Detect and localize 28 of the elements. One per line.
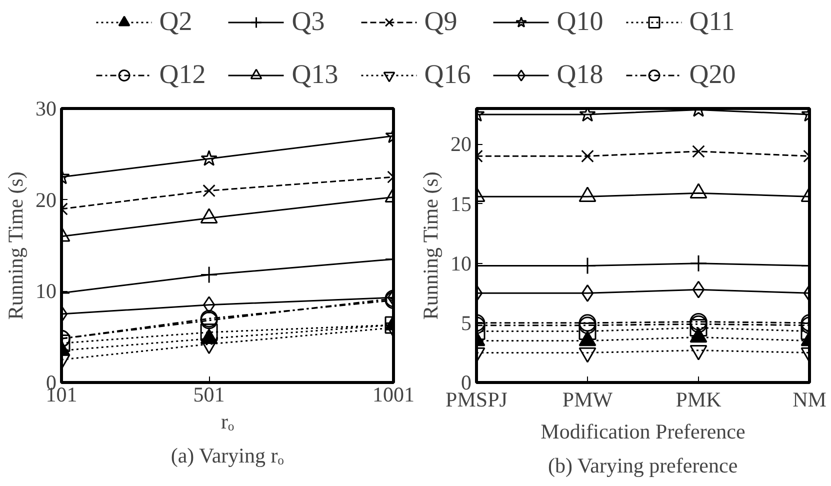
y-tick-label: 15 [450,192,472,216]
legend-label: Q3 [292,6,325,37]
y-tick-label: 10 [450,251,472,276]
x-tick-label: PMK [676,388,722,412]
legend-label: Q18 [556,59,604,90]
legend-label: Q9 [424,6,458,37]
legend-label: Q10 [556,6,604,37]
text: (a) Varying rₒ [170,444,284,468]
x-tick-label: 501 [193,382,225,406]
legend-label: Q11 [689,6,735,37]
legend-label: Q2 [159,6,192,37]
y-tick-label: 20 [450,132,472,156]
y-axis-title: Running Time (s) [418,172,442,320]
y-tick-label: 5 [461,310,472,335]
y-tick-label: 30 [36,96,56,120]
x-axis-title: rₒ [220,410,234,434]
legend-label: Q13 [292,59,338,90]
x-tick-label: NM [792,388,827,412]
text: (b) Varying preference [548,454,738,478]
x-tick-label: PMW [562,388,613,412]
y-axis-title: Running Time (s) [4,172,28,320]
legend-label: Q12 [159,59,206,90]
legend-label: Q20 [689,59,736,90]
y-tick-label: 20 [36,188,56,212]
x-axis-title: Modification Preference [540,420,746,444]
legend-label: Q16 [424,59,471,90]
y-tick-label: 10 [36,279,56,304]
x-tick-label: 1001 [372,382,414,406]
